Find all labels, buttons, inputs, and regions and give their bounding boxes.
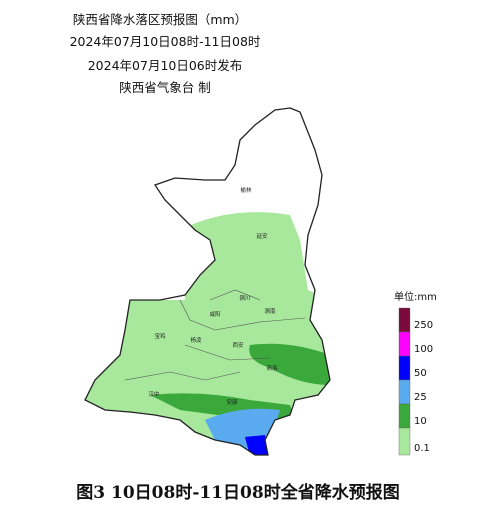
city-label: 榆林 (240, 186, 252, 194)
legend-swatch (398, 427, 411, 456)
issued: 2024年07月10日06时发布 (88, 58, 243, 73)
caption: 图3 10日08时-11日08时全省降水预报图 (76, 482, 399, 503)
legend-swatch (398, 355, 411, 381)
legend-label: 0.1 (414, 443, 430, 454)
legend-swatch (398, 331, 411, 357)
city-borders (124, 289, 306, 381)
light-rain (85, 212, 330, 455)
legend: 250 100 50 25 10 0.1 (398, 307, 433, 456)
city-label: 渭南 (264, 307, 276, 315)
city-label: 商洛 (266, 364, 278, 372)
city-label: 咸阳 (209, 310, 220, 318)
city-label: 杨凌 (190, 336, 202, 344)
city-label: 汉中 (148, 390, 159, 398)
legend-label: 25 (414, 392, 427, 403)
legend-label: 100 (414, 344, 433, 355)
legend-swatch (398, 403, 411, 429)
city-label: 安康 (226, 398, 238, 406)
moderate-rain (249, 343, 330, 385)
city-label: 宝鸡 (154, 332, 166, 340)
legend-label: 50 (414, 368, 427, 379)
legend-swatch (398, 307, 411, 333)
period: 2024年07月10日08时-11日08时 (70, 34, 261, 49)
precip-fill (85, 108, 330, 455)
legend-label: 10 (414, 416, 427, 427)
map-title: 陕西省降水落区预报图（mm） (73, 12, 247, 27)
city-label: 西安 (232, 341, 244, 349)
city-label: 铜川 (239, 294, 250, 302)
legend-label: 250 (414, 320, 433, 331)
legend-swatch (398, 379, 411, 405)
rainstorm (245, 435, 268, 455)
legend-title: 单位:mm (394, 290, 437, 303)
issuer: 陕西省气象台 制 (119, 80, 210, 95)
city-label: 延安 (256, 232, 268, 240)
